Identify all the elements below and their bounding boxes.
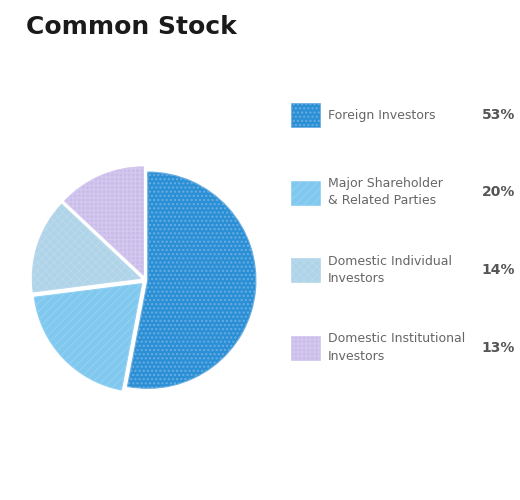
Wedge shape [64, 167, 144, 275]
Wedge shape [127, 172, 256, 388]
Wedge shape [32, 204, 140, 292]
Text: Domestic Individual
Investors: Domestic Individual Investors [328, 255, 451, 285]
Text: Common Stock: Common Stock [26, 15, 237, 39]
Text: 14%: 14% [482, 263, 515, 277]
Text: 13%: 13% [482, 340, 515, 354]
Text: Major Shareholder
& Related Parties: Major Shareholder & Related Parties [328, 178, 443, 208]
Wedge shape [34, 284, 141, 390]
Text: Foreign Investors: Foreign Investors [328, 108, 435, 122]
Text: 20%: 20% [482, 186, 515, 200]
Text: Domestic Institutional
Investors: Domestic Institutional Investors [328, 332, 465, 362]
Text: 53%: 53% [482, 108, 515, 122]
